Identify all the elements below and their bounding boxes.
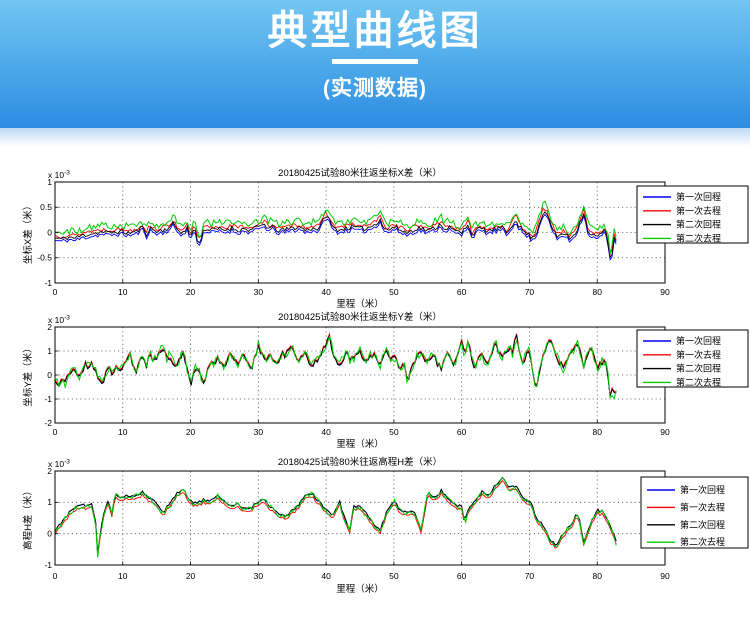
y-tick-label: 2 <box>47 322 52 332</box>
x-tick-label: 40 <box>321 571 331 581</box>
x-tick-label: 90 <box>660 571 670 581</box>
chart-title: 20180425试验80米往返高程H差（米） <box>278 456 442 468</box>
x-tick-label: 70 <box>525 427 535 437</box>
y-tick-label: -1 <box>44 394 52 404</box>
x-tick-label: 30 <box>254 427 264 437</box>
legend-item-label: 第二次去程 <box>676 376 721 387</box>
y-tick-label: -0.5 <box>37 253 52 263</box>
x-tick-label: 20 <box>186 427 196 437</box>
x-tick-label: 30 <box>254 287 264 297</box>
header-banner: 典型曲线图 (实测数据) <box>0 0 750 128</box>
y-axis-label: 坐标Y差（米） <box>22 343 34 406</box>
page-subtitle: (实测数据) <box>323 77 427 100</box>
x-tick-label: 50 <box>389 287 399 297</box>
legend-item-label: 第二次回程 <box>680 519 725 530</box>
x-axis-label: 里程（米） <box>336 298 384 310</box>
x-tick-label: 60 <box>457 571 467 581</box>
x-tick-label: 50 <box>389 571 399 581</box>
x-tick-label: 70 <box>525 571 535 581</box>
y-axis-label: 坐标X差（米） <box>22 201 34 264</box>
page-title: 典型曲线图 <box>267 9 483 53</box>
y-tick-label: -1 <box>44 560 52 570</box>
y-tick-label: 0 <box>47 227 52 237</box>
legend-item-label: 第二次回程 <box>676 363 721 374</box>
series-line-4 <box>55 476 617 558</box>
y-tick-label: 0 <box>47 370 52 380</box>
x-tick-label: 10 <box>118 571 128 581</box>
y-tick-label: 0 <box>47 528 52 538</box>
chart-title: 20180425试验80米往返坐标Y差（米） <box>278 311 442 323</box>
x-axis-label: 里程（米） <box>336 438 384 450</box>
series-line-4 <box>55 200 617 255</box>
chart-2: 20180425试验80米往返坐标Y差（米）0 10 20 30 40 50 60 70 80 9… <box>22 311 749 450</box>
x-tick-label: 60 <box>457 427 467 437</box>
series-line-2 <box>55 480 617 557</box>
y-axis-label: 高程H差（米） <box>22 486 34 550</box>
y-tick-label: 1 <box>47 177 52 187</box>
series-line-3 <box>55 476 617 554</box>
title-divider <box>332 59 418 64</box>
legend-item-label: 第一次回程 <box>676 191 721 202</box>
x-tick-label: 20 <box>186 287 196 297</box>
x-tick-label: 70 <box>525 287 535 297</box>
x-tick-label: 30 <box>254 571 264 581</box>
x-tick-label: 80 <box>592 287 602 297</box>
x-tick-label: 90 <box>660 287 670 297</box>
legend-item-label: 第一次回程 <box>676 335 721 346</box>
axis-exponent-label: x 10-3 <box>48 459 70 470</box>
y-tick-label: -1 <box>44 278 52 288</box>
x-tick-label: 0 <box>53 287 58 297</box>
x-tick-label: 60 <box>457 287 467 297</box>
series-group <box>55 332 617 400</box>
x-tick-label: 90 <box>660 427 670 437</box>
plot-border <box>54 470 666 566</box>
chart-1: 20180425试验80米往返坐标X差（米）0 10 20 30 40 50 60 70 80 9… <box>22 167 749 310</box>
x-tick-label: 40 <box>321 427 331 437</box>
x-tick-label: 80 <box>592 427 602 437</box>
plot-border <box>54 326 666 424</box>
legend-item-label: 第二次去程 <box>680 536 725 547</box>
x-tick-label: 0 <box>53 427 58 437</box>
series-line-1 <box>55 477 617 554</box>
chart-3: 20180425试验80米往返高程H差（米）0 10 20 30 40 50 60 70 80 9… <box>22 456 749 595</box>
axis-exponent-label: x 10-3 <box>48 315 70 326</box>
header-fade <box>0 128 750 146</box>
series-group <box>55 476 617 558</box>
legend-item-label: 第一次去程 <box>680 501 725 512</box>
legend-item-label: 第二次去程 <box>676 232 721 243</box>
legend-item-label: 第一次去程 <box>676 205 721 216</box>
x-tick-label: 80 <box>592 571 602 581</box>
chart-title: 20180425试验80米往返坐标X差（米） <box>278 167 442 179</box>
x-tick-label: 40 <box>321 287 331 297</box>
legend-item-label: 第一次去程 <box>676 349 721 360</box>
series-line-3 <box>55 211 617 259</box>
x-axis-label: 里程（米） <box>336 583 384 595</box>
y-tick-label: 2 <box>47 466 52 476</box>
x-tick-label: 10 <box>118 287 128 297</box>
y-tick-label: -2 <box>44 418 52 428</box>
x-tick-label: 20 <box>186 571 196 581</box>
series-line-4 <box>55 334 617 400</box>
x-tick-label: 0 <box>53 571 58 581</box>
series-line-1 <box>55 213 617 261</box>
x-tick-label: 50 <box>389 427 399 437</box>
x-tick-label: 10 <box>118 427 128 437</box>
series-group <box>55 200 617 261</box>
y-tick-label: 0.5 <box>40 202 52 212</box>
legend-item-label: 第一次回程 <box>680 484 725 495</box>
axis-exponent-label: x 10-3 <box>48 170 70 181</box>
y-tick-label: 1 <box>47 497 52 507</box>
legend-item-label: 第二次回程 <box>676 219 721 230</box>
y-tick-label: 1 <box>47 346 52 356</box>
